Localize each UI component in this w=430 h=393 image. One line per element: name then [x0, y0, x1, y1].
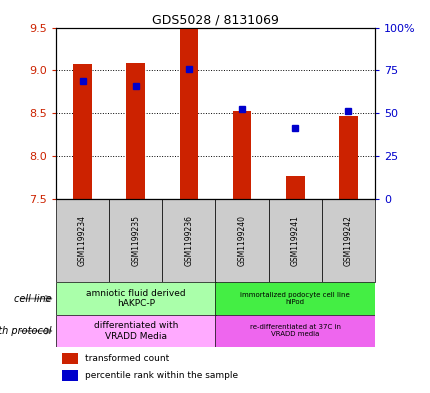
Bar	[321, 199, 374, 283]
Text: GSM1199240: GSM1199240	[237, 215, 246, 266]
Bar	[179, 28, 198, 199]
Bar	[73, 64, 92, 199]
Bar	[56, 315, 215, 347]
Bar	[338, 116, 357, 199]
Text: amniotic fluid derived
hAKPC-P: amniotic fluid derived hAKPC-P	[86, 289, 185, 308]
Bar	[56, 199, 109, 283]
Text: GSM1199236: GSM1199236	[184, 215, 193, 266]
Text: GSM1199234: GSM1199234	[78, 215, 87, 266]
Text: re-differentiated at 37C in
VRADD media: re-differentiated at 37C in VRADD media	[249, 325, 340, 338]
Text: growth protocol: growth protocol	[0, 326, 52, 336]
Bar	[162, 199, 215, 283]
Bar	[62, 353, 78, 364]
Bar	[62, 370, 78, 381]
Text: GSM1199242: GSM1199242	[343, 215, 352, 266]
Bar	[215, 315, 374, 347]
Bar	[232, 110, 251, 199]
Bar	[215, 199, 268, 283]
Text: differentiated with
VRADD Media: differentiated with VRADD Media	[93, 321, 178, 341]
Bar	[215, 283, 374, 315]
Text: immortalized podocyte cell line
hIPod: immortalized podocyte cell line hIPod	[240, 292, 349, 305]
Bar	[268, 199, 321, 283]
Text: percentile rank within the sample: percentile rank within the sample	[85, 371, 237, 380]
Bar	[109, 199, 162, 283]
Bar	[285, 176, 304, 199]
Text: transformed count: transformed count	[85, 354, 169, 363]
Title: GDS5028 / 8131069: GDS5028 / 8131069	[152, 13, 278, 26]
Bar	[56, 283, 215, 315]
Bar	[126, 63, 145, 199]
Text: cell line: cell line	[14, 294, 52, 303]
Text: GSM1199235: GSM1199235	[131, 215, 140, 266]
Text: GSM1199241: GSM1199241	[290, 215, 299, 266]
